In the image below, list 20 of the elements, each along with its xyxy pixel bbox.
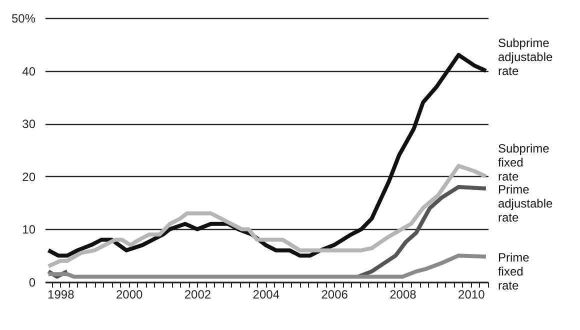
y-tick-label: 30 [22,117,36,132]
y-tick-label: 40 [22,64,36,78]
line-series [46,164,488,268]
y-tick-label: 0 [28,276,36,290]
line-series [46,254,488,279]
x-tick-label: 2004 [252,288,280,302]
x-tick-label: 2002 [184,288,212,302]
x-tick-label: 2010 [458,288,486,302]
series-label: Subprime adjustable rate [498,36,553,78]
series-label: Prime fixed rate [498,250,530,293]
series-label: Subprime fixed rate [498,141,550,184]
x-tick-label: 2008 [390,288,417,302]
series-label: Prime adjustable rate [498,182,553,225]
y-tick-label: 50% [11,12,36,26]
x-tick-label: 2006 [321,288,348,302]
x-tick-label: 1998 [48,288,75,302]
line-series [46,52,488,258]
y-tick-label: 10 [22,222,36,237]
x-tick-label: 2000 [116,288,143,302]
y-tick-label: 20 [22,170,36,184]
